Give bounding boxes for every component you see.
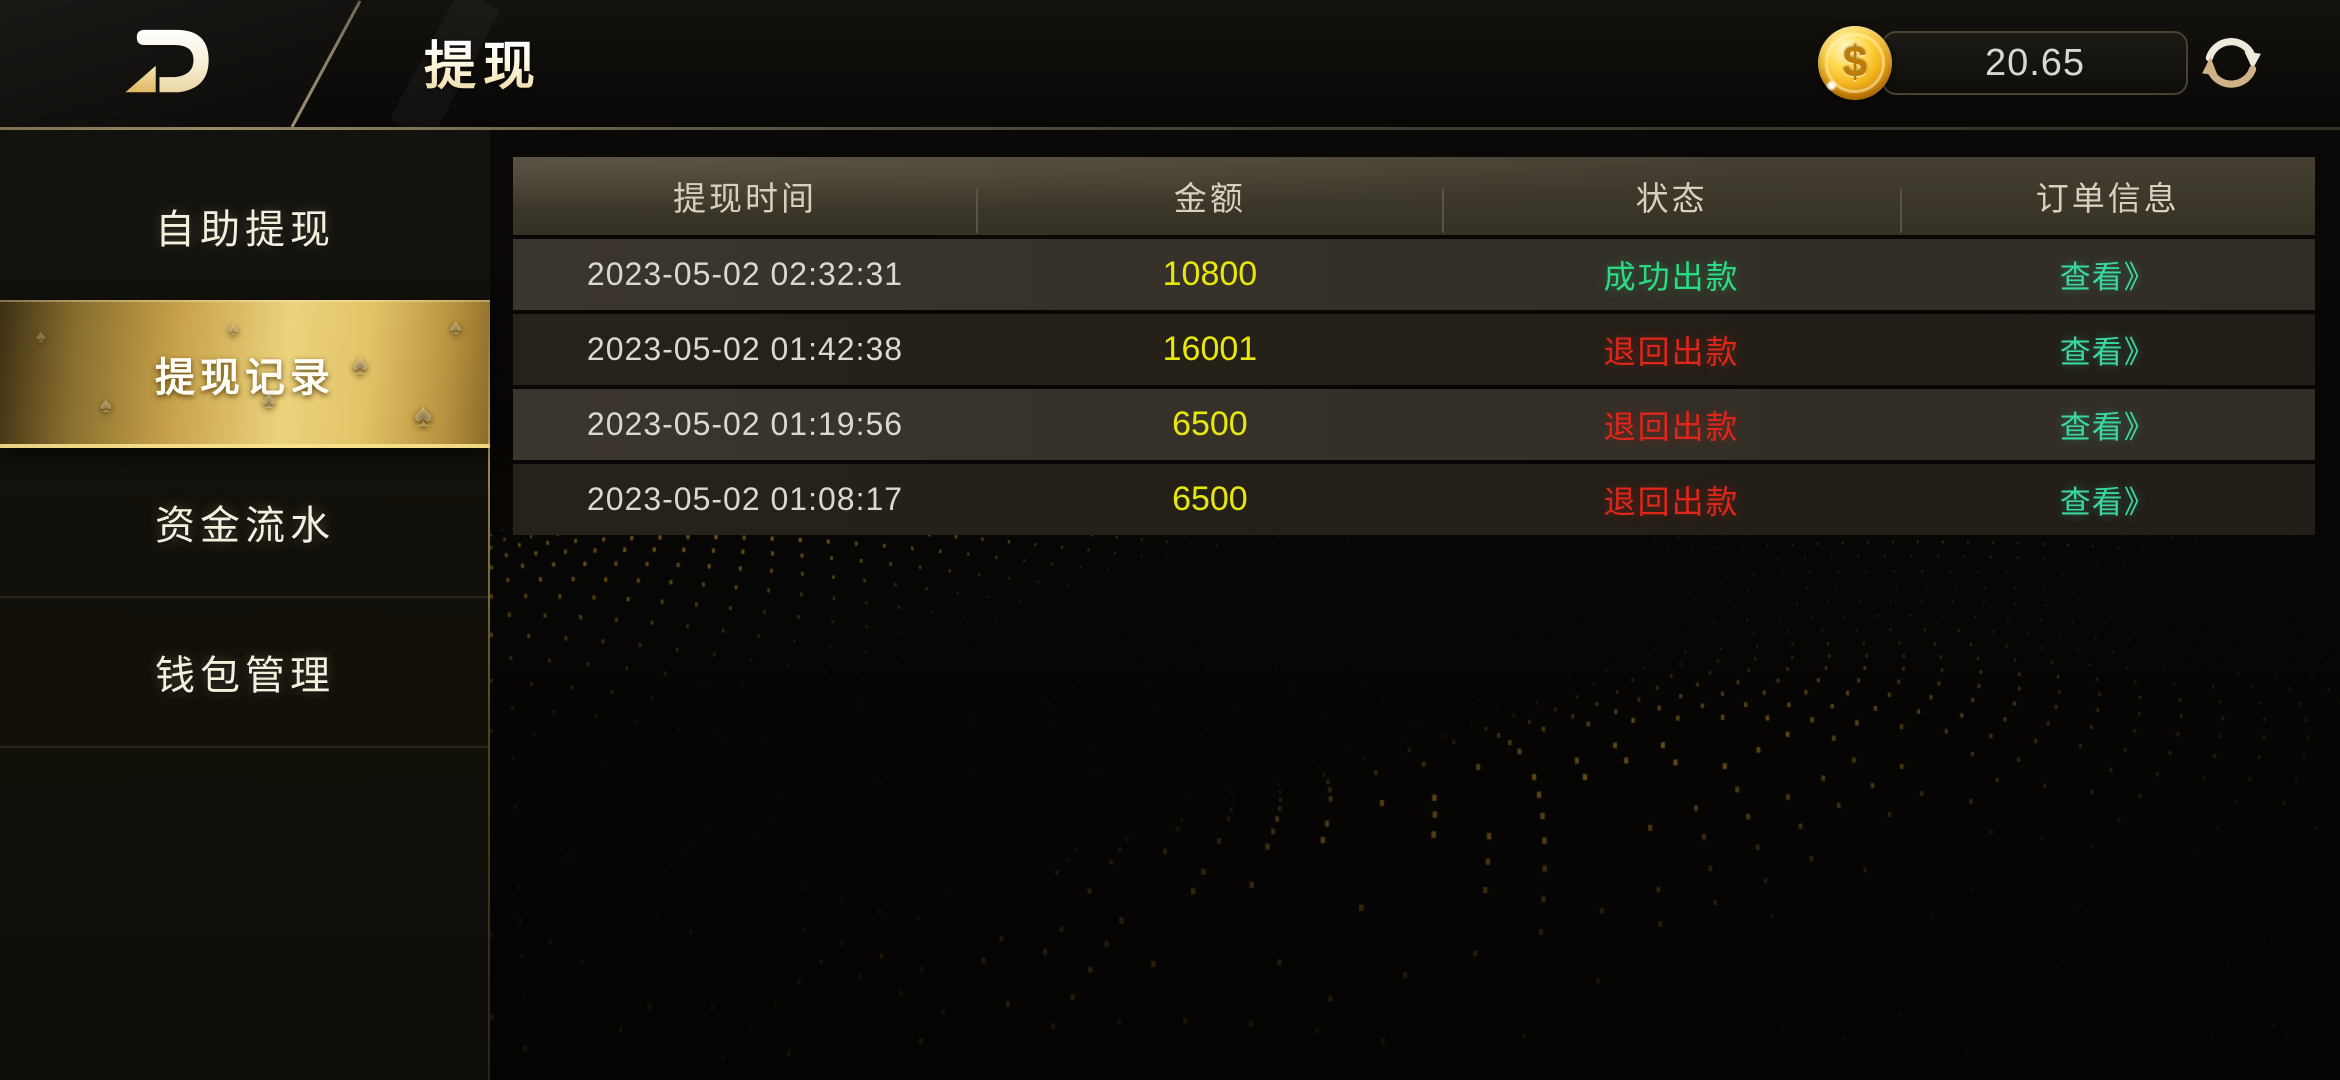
withdraw-time: 2023-05-02 01:19:56 bbox=[586, 406, 904, 442]
status-badge: 退回出款 bbox=[1603, 408, 1740, 445]
page-title: 提现 bbox=[424, 24, 542, 99]
header-cell-order-info: 订单信息 bbox=[2035, 180, 2180, 217]
withdraw-amount: 6500 bbox=[1172, 480, 1248, 518]
sidebar-item-wallet-management[interactable]: 钱包管理 bbox=[0, 598, 490, 748]
header-cell-time: 提现时间 bbox=[513, 172, 978, 233]
spade-icon bbox=[228, 318, 244, 341]
dollar-glyph: $ bbox=[1842, 38, 1868, 87]
view-order-link[interactable]: 查看》 bbox=[2059, 485, 2156, 520]
table-header-row: 提现时间 金额 状态 订单信息 bbox=[513, 157, 2315, 235]
balance-value: 20.65 bbox=[1984, 41, 2086, 84]
sidebar-item-label: 钱包管理 bbox=[155, 654, 335, 698]
withdraw-time: 2023-05-02 01:42:38 bbox=[586, 331, 904, 367]
spade-icon bbox=[450, 314, 467, 340]
status-badge: 退回出款 bbox=[1603, 333, 1740, 370]
view-order-link[interactable]: 查看》 bbox=[2059, 410, 2156, 445]
balance-display: 20.65 bbox=[1882, 31, 2188, 95]
spade-icon bbox=[352, 348, 373, 382]
withdraw-time: 2023-05-02 02:32:31 bbox=[586, 256, 904, 292]
sidebar: 自助提现 提现记录 资金流水 钱包管理 bbox=[0, 130, 490, 1080]
refresh-icon[interactable] bbox=[2198, 30, 2264, 96]
spade-icon bbox=[100, 392, 117, 418]
withdraw-records-table: 提现时间 金额 状态 订单信息 2023-05-02 02:32:31 1080… bbox=[513, 157, 2315, 535]
table-row: 2023-05-02 01:19:56 6500 退回出款 查看》 bbox=[513, 389, 2315, 460]
spade-icon bbox=[414, 396, 437, 435]
brand-d-logo-icon bbox=[125, 29, 209, 93]
table-row: 2023-05-02 01:08:17 6500 退回出款 查看》 bbox=[513, 464, 2315, 535]
withdraw-amount: 6500 bbox=[1172, 405, 1248, 443]
gold-dollar-coin-icon: $ bbox=[1818, 26, 1892, 100]
table-row: 2023-05-02 01:42:38 16001 退回出款 查看》 bbox=[513, 314, 2315, 385]
status-badge: 成功出款 bbox=[1603, 258, 1740, 295]
spade-icon bbox=[36, 326, 51, 347]
table-row: 2023-05-02 02:32:31 10800 成功出款 查看》 bbox=[513, 239, 2315, 310]
view-order-link[interactable]: 查看》 bbox=[2059, 260, 2156, 295]
header-cell-status: 状态 bbox=[1443, 172, 1902, 233]
sidebar-item-label: 自助提现 bbox=[155, 208, 335, 252]
sidebar-menu: 自助提现 提现记录 资金流水 钱包管理 bbox=[0, 152, 490, 748]
topbar-bottom-divider bbox=[0, 127, 2340, 130]
status-badge: 退回出款 bbox=[1603, 483, 1740, 520]
view-order-link[interactable]: 查看》 bbox=[2059, 335, 2156, 370]
header-cell-amount: 金额 bbox=[977, 172, 1444, 233]
withdraw-time: 2023-05-02 01:08:17 bbox=[586, 481, 904, 517]
logo-tab-shape bbox=[0, 0, 362, 128]
withdraw-amount: 10800 bbox=[1162, 255, 1258, 293]
sidebar-item-withdraw-records[interactable]: 提现记录 bbox=[0, 300, 490, 448]
withdraw-amount: 16001 bbox=[1162, 330, 1258, 368]
sidebar-item-fund-flow[interactable]: 资金流水 bbox=[0, 448, 490, 598]
top-bar: 提现 $ 20.65 bbox=[0, 0, 2340, 130]
sidebar-item-label: 资金流水 bbox=[155, 504, 335, 548]
sidebar-item-label: 提现记录 bbox=[155, 356, 335, 400]
sidebar-item-self-withdraw[interactable]: 自助提现 bbox=[0, 152, 490, 300]
